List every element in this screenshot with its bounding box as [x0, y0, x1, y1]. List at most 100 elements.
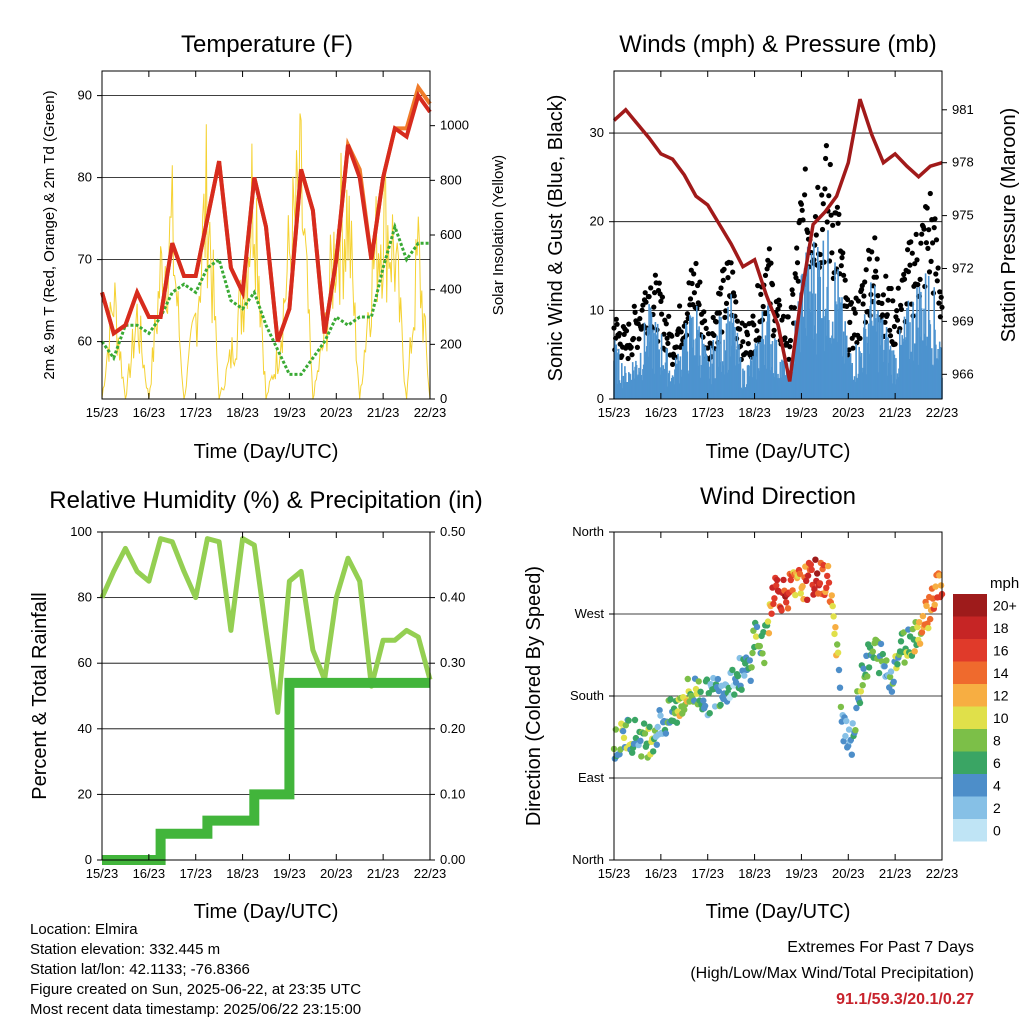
gust-point	[717, 291, 723, 297]
gust-point	[836, 211, 842, 217]
gust-point	[744, 332, 751, 338]
precip-y-tick-label-right: 0.00	[440, 852, 465, 867]
temp-2m-line	[100, 91, 432, 343]
gust-point	[794, 260, 801, 266]
gust-point	[642, 290, 648, 296]
humidity-y-tick-label: 60	[78, 655, 92, 670]
gust-point	[907, 262, 913, 268]
gust-point	[926, 269, 933, 275]
gust-point	[819, 226, 826, 233]
gust-point	[687, 296, 694, 302]
gust-point	[750, 313, 756, 319]
direction-point	[637, 737, 644, 744]
direction-y-tick-label: South	[570, 688, 604, 703]
gust-point	[819, 192, 825, 198]
direction-point	[923, 602, 930, 609]
gust-point	[723, 308, 729, 314]
gust-point	[636, 336, 642, 342]
gust-point	[885, 297, 891, 303]
gust-point	[892, 341, 898, 347]
direction-point	[697, 688, 704, 695]
gust-point	[935, 265, 941, 271]
gust-point	[873, 268, 879, 274]
gust-point	[705, 331, 712, 337]
temperature-series	[100, 82, 432, 376]
gust-point	[919, 231, 925, 237]
gust-point	[828, 212, 834, 218]
direction-point	[918, 629, 926, 636]
gust-point	[613, 316, 619, 322]
direction-point	[684, 675, 691, 683]
gust-point	[666, 313, 672, 319]
gust-point	[678, 329, 684, 335]
winds-x-tick-label: 20/23	[832, 405, 865, 420]
colorbar-swatch	[953, 684, 987, 707]
gust-point	[834, 204, 841, 210]
temperature-y-tick-label: 70	[78, 252, 92, 267]
gust-point	[718, 285, 724, 291]
gust-point	[787, 337, 794, 344]
gust-point	[861, 293, 867, 299]
direction-point	[824, 572, 831, 580]
gust-point	[855, 298, 862, 304]
direction-point	[653, 741, 660, 748]
temperature-y-tick-label: 60	[78, 334, 92, 349]
gust-point	[792, 271, 798, 277]
gust-point	[737, 326, 743, 332]
gust-point	[748, 349, 754, 355]
direction-point	[849, 720, 856, 727]
direction-point	[654, 723, 661, 731]
gust-point	[930, 240, 936, 246]
direction-point	[753, 623, 761, 631]
gust-point	[842, 277, 848, 283]
gust-point	[754, 328, 760, 334]
pressure-y-tick-label-right: 978	[952, 155, 974, 170]
direction-point	[883, 657, 890, 664]
colorbar-swatch	[953, 819, 987, 842]
direction-point	[865, 664, 873, 671]
gust-point	[766, 246, 773, 252]
gust-point	[652, 272, 659, 278]
gust-point	[673, 354, 679, 360]
gust-point	[664, 335, 670, 341]
direction-point	[761, 659, 768, 667]
direction-point	[824, 562, 832, 570]
gust-point	[802, 192, 808, 198]
temperature-title: Temperature (F)	[181, 31, 353, 58]
gust-point	[869, 249, 875, 255]
direction-point	[936, 572, 943, 579]
extremes-values: 91.1/59.3/20.1/0.27	[836, 991, 974, 1008]
gust-point	[630, 335, 637, 342]
temperature-x-tick-label: 18/23	[226, 405, 259, 420]
gust-point	[865, 308, 871, 315]
gust-point	[933, 271, 939, 277]
gust-point	[887, 327, 893, 333]
gust-point	[673, 344, 680, 350]
winds-right-axis-label: Station Pressure (Maroon)	[998, 108, 1020, 343]
temperature-x-tick-label: 21/23	[367, 405, 400, 420]
direction-point	[773, 582, 780, 589]
direction-point	[681, 706, 688, 713]
wind-y-tick-label: 20	[590, 214, 604, 229]
direction-point	[879, 650, 886, 658]
gust-point	[780, 313, 787, 319]
direction-point	[808, 566, 815, 573]
gust-point	[710, 314, 716, 321]
direction-point	[673, 719, 681, 726]
temperature-right-axis-label: Solar Insolation (Yellow)	[490, 155, 507, 315]
direction-point	[717, 701, 724, 709]
gust-point	[925, 245, 931, 251]
direction-point	[829, 602, 836, 610]
colorbar-swatch	[953, 661, 987, 684]
gust-point	[823, 143, 830, 149]
gust-point	[926, 227, 932, 233]
gust-point	[872, 235, 878, 241]
gust-point	[795, 278, 801, 284]
solar-y-tick-label-right: 0	[440, 391, 447, 406]
station-info: Location: Elmira Station elevation: 332.…	[30, 920, 361, 1020]
gust-point	[936, 300, 942, 306]
extremes-title: Extremes For Past 7 Days	[787, 939, 974, 956]
gust-point	[905, 269, 912, 275]
gust-point	[913, 231, 919, 237]
precip-y-tick-label-right: 0.40	[440, 590, 465, 605]
